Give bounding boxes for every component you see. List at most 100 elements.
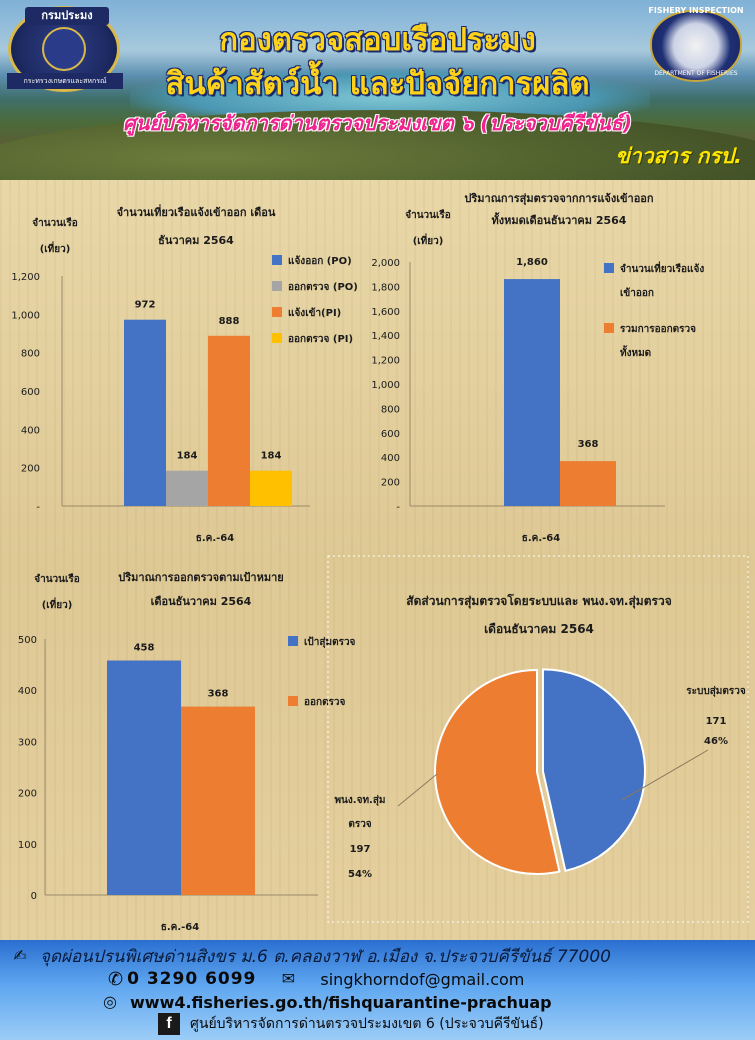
chart2-tick-label: 1,000: [371, 380, 400, 391]
chart1-legend-label: ออกตรวจ (PO): [288, 282, 358, 293]
chart1-legend-label: แจ้งเข้า(PI): [288, 307, 341, 319]
chart2-tick-label: 1,600: [371, 307, 400, 318]
footer-address: จุดผ่อนปรนพิเศษด่านสิงขร ม.6 ต.คลองวาฬ อ…: [40, 946, 611, 967]
chart3-tick-label: 500: [18, 635, 37, 646]
chart2-category-label: ธ.ค.-64: [522, 533, 560, 544]
chart2-legend-swatch: [604, 323, 614, 333]
chart1-tick-label: 1,200: [11, 272, 40, 283]
shield-icon: [650, 10, 742, 82]
tagline: ข่าวสาร กรป.: [615, 144, 742, 168]
footer-address-row: ✍ จุดผ่อนปรนพิเศษด่านสิงขร ม.6 ต.คลองวาฬ…: [6, 944, 755, 968]
page-title-line2: สินค้าสัตว์น้ำ และปัจจัยการผลิต: [165, 66, 590, 102]
chart2-tick-label: 2,000: [371, 258, 400, 269]
chart2-data-label: 1,860: [516, 257, 548, 268]
chart4-title: สัดส่วนการสุ่มตรวจโดยระบบและ พนง.จท.สุ่ม…: [406, 593, 671, 609]
chart2-tick-label: -: [396, 502, 400, 513]
phone-icon: ✆: [108, 968, 124, 990]
chart1-category-label: ธ.ค.-64: [196, 533, 234, 544]
chart2-tick-label: 600: [381, 429, 400, 440]
facebook-icon[interactable]: f: [158, 1013, 180, 1035]
chart2-title: ทั้งหมดเดือนธันวาคม 2564: [492, 212, 627, 227]
chart2-ylabel: (เที่ยว): [413, 233, 444, 247]
chart3-legend-label: ออกตรวจ: [304, 697, 346, 708]
chart4-slice-value: 171: [706, 716, 727, 727]
chart3-bar: [107, 660, 181, 895]
chart1-ylabel: (เที่ยว): [40, 241, 71, 255]
chart3-tick-label: 100: [18, 840, 37, 851]
chart2-legend-swatch: [604, 263, 614, 273]
footer-facebook[interactable]: ศูนย์บริหารจัดการด่านตรวจประมงเขต 6 (ประ…: [190, 1016, 544, 1032]
chart3-tick-label: 0: [31, 891, 37, 902]
chart1-data-label: 972: [135, 300, 156, 311]
chart2-legend-label: จำนวนเที่ยวเรือแจ้ง: [620, 261, 704, 275]
chart4-slice-label: ตรวจ: [348, 819, 371, 830]
footer-facebook-row: f ศูนย์บริหารจัดการด่านตรวจประมงเขต 6 (ป…: [158, 1012, 755, 1036]
chart4-slice-percent: 54%: [348, 869, 372, 880]
chart2-legend-label: รวมการออกตรวจ: [620, 324, 696, 335]
chart1-legend-label: แจ้งออก (PO): [288, 255, 352, 267]
charts-panel: จำนวนเที่ยวเรือแจ้งเข้าออก เดือน ธันวาคม …: [0, 180, 755, 940]
footer-website-row: ◎ www4.fisheries.go.th/fishquarantine-pr…: [96, 990, 755, 1014]
chart1-data-label: 888: [219, 316, 240, 327]
department-of-fisheries-logo: กรมประมง กระทรวงเกษตรและสหกรณ์: [7, 6, 123, 92]
chart4-pie-slice: [434, 668, 561, 875]
chart1-tick-label: 800: [21, 349, 40, 360]
chart4-slice-value: 197: [350, 844, 371, 855]
chart1-tick-label: 200: [21, 464, 40, 475]
footer-email[interactable]: singkhorndof@gmail.com: [320, 969, 525, 989]
chart1-tick-label: 400: [21, 425, 40, 436]
chart2-tick-label: 800: [381, 404, 400, 415]
seal-icon: [42, 27, 86, 71]
chart4-frame: [327, 555, 749, 923]
chart4-title: เดือนธันวาคม 2564: [484, 622, 594, 636]
footer: [0, 940, 755, 1040]
footer-phone[interactable]: 0 3290 6099: [127, 969, 257, 989]
chart1-bar: [166, 470, 208, 506]
chart1-bar: [124, 319, 166, 506]
chart4-leader-line: [621, 749, 709, 801]
fishery-inspection-logo: FISHERY INSPECTION DEPARTMENT OF FISHERI…: [644, 6, 748, 86]
chart3-tick-label: 300: [18, 737, 37, 748]
chart4-slice-label: พนง.จท.สุ่ม: [334, 794, 385, 806]
chart1-title: จำนวนเที่ยวเรือแจ้งเข้าออก เดือน: [117, 204, 276, 219]
logo-right-top-text: FISHERY INSPECTION: [648, 6, 744, 15]
chart3-bar: [181, 706, 255, 895]
header-banner: กรมประมง กระทรวงเกษตรและสหกรณ์ FISHERY I…: [0, 0, 755, 180]
chart1-tick-label: -: [36, 502, 40, 513]
chart2-tick-label: 1,800: [371, 282, 400, 293]
chart1-tick-label: 1,000: [11, 310, 40, 321]
chart1-legend-swatch: [272, 255, 282, 265]
chart3-ylabel: จำนวนเรือ: [34, 573, 80, 585]
charts-canvas: จำนวนเที่ยวเรือแจ้งเข้าออก เดือนธันวาคม …: [11, 192, 749, 933]
chart2-tick-label: 1,200: [371, 356, 400, 367]
chart3-title: ปริมาณการออกตรวจตามเป้าหมาย: [118, 571, 283, 584]
chart1-data-label: 184: [177, 451, 198, 462]
chart1-legend-swatch: [272, 307, 282, 317]
chart3-data-label: 368: [208, 689, 229, 700]
chart2-legend-label: เข้าออก: [620, 287, 654, 299]
chart2-tick-label: 200: [381, 478, 400, 489]
logo-right-bottom-text: DEPARTMENT OF FISHERIES: [654, 70, 738, 77]
chart2-tick-label: 1,400: [371, 331, 400, 342]
chart2-tick-label: 400: [381, 453, 400, 464]
logo-left-bottom-text: กระทรวงเกษตรและสหกรณ์: [7, 73, 123, 89]
chart2-ylabel: จำนวนเรือ: [405, 209, 451, 221]
chart1-ylabel: จำนวนเรือ: [32, 217, 78, 229]
chart4-slice-percent: 46%: [704, 736, 728, 747]
page-subtitle: ศูนย์บริหารจัดการด่านตรวจประมงเขต ๖ (ประ…: [122, 111, 633, 135]
chart3-legend-swatch: [288, 636, 298, 646]
footer-website[interactable]: www4.fisheries.go.th/fishquarantine-prac…: [130, 992, 552, 1012]
chart3-legend-label: เป้าสุ่มตรวจ: [304, 636, 356, 648]
chart1-legend-swatch: [272, 333, 282, 343]
chart3-tick-label: 200: [18, 789, 37, 800]
chart3-legend-swatch: [288, 696, 298, 706]
chart1-data-label: 184: [261, 451, 282, 462]
chart2-legend-label: ทั้งหมด: [620, 345, 651, 359]
chart2-data-label: 368: [578, 439, 599, 450]
chart2-bar: [504, 279, 560, 506]
banner-hill: [0, 110, 755, 180]
chart1-tick-label: 600: [21, 387, 40, 398]
chart2-title: ปริมาณการสุ่มตรวจจากการแจ้งเข้าออก: [464, 192, 654, 206]
chart4-slice-label: ระบบสุ่มตรวจ: [686, 685, 746, 697]
email-icon: ✉: [281, 969, 296, 988]
